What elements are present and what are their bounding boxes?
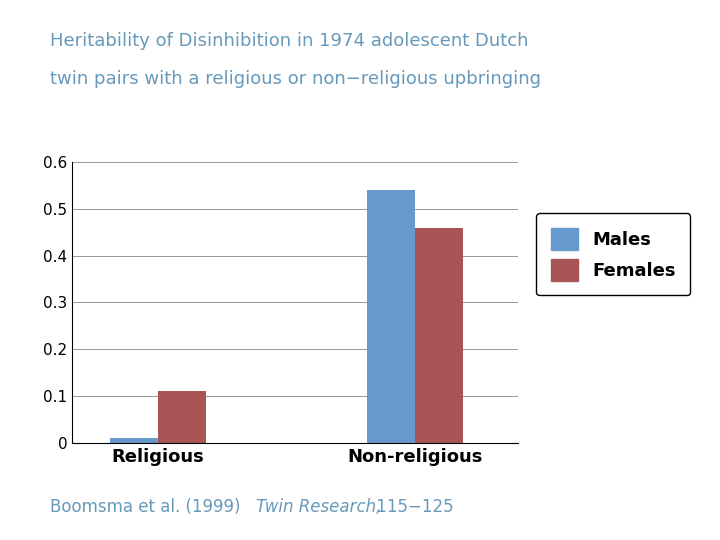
Legend: Males, Females: Males, Females bbox=[536, 213, 690, 295]
Bar bbox=[158, 392, 206, 443]
Text: Heritability of Disinhibition in 1974 adolescent Dutch: Heritability of Disinhibition in 1974 ad… bbox=[50, 32, 529, 50]
Bar bbox=[415, 227, 464, 443]
Text: Boomsma et al. (1999): Boomsma et al. (1999) bbox=[50, 498, 244, 516]
Bar bbox=[109, 438, 158, 443]
Text: twin pairs with a religious or non−religious upbringing: twin pairs with a religious or non−relig… bbox=[50, 70, 541, 88]
Text: 115−125: 115−125 bbox=[371, 498, 454, 516]
Text: Twin Research,: Twin Research, bbox=[256, 498, 381, 516]
Bar bbox=[367, 190, 415, 443]
